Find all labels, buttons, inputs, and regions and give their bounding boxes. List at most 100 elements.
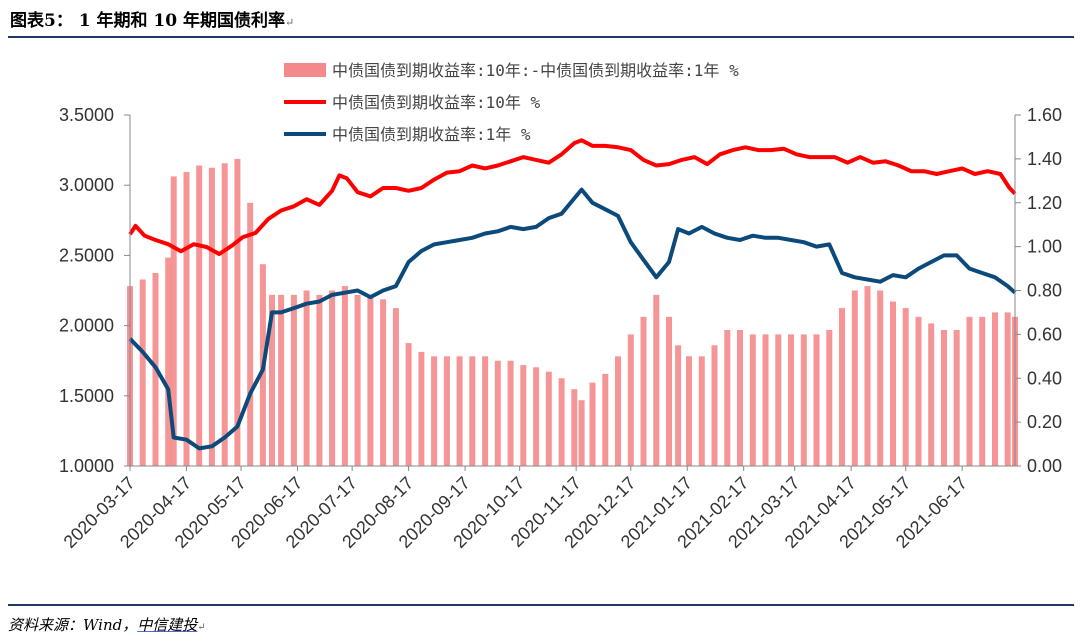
spread-bar	[800, 334, 807, 466]
spread-bar	[431, 356, 438, 466]
paragraph-mark-icon: ↵	[197, 622, 206, 633]
spread-bar	[278, 294, 285, 466]
legend-label: 中债国债到期收益率:10年 %	[332, 93, 541, 112]
spread-bar	[208, 167, 215, 466]
spread-bar	[303, 290, 310, 466]
legend-swatch-spread	[284, 63, 326, 77]
spread-bar	[666, 316, 672, 466]
spread-bars	[127, 158, 1018, 467]
spread-bar	[602, 373, 609, 466]
legend-label: 中债国债到期收益率:1年 %	[332, 125, 531, 144]
spread-bar	[196, 165, 203, 466]
source-note: 资料来源：Wind，中信建投↵	[8, 614, 206, 635]
spread-bar	[711, 345, 718, 466]
source-brand[interactable]: 中信建投	[137, 616, 198, 634]
one-year-yield-line	[128, 187, 1017, 451]
spread-bar	[354, 294, 361, 466]
spread-bar	[494, 360, 501, 466]
spread-bar	[864, 286, 871, 466]
spread-bar	[247, 202, 254, 467]
spread-bar	[392, 308, 399, 466]
spread-bar	[724, 330, 731, 466]
spread-bar	[165, 257, 172, 466]
spread-bar	[341, 286, 348, 466]
spread-bar	[545, 371, 552, 466]
spread-bar	[443, 356, 450, 466]
spread-bar	[686, 356, 692, 466]
spread-bar	[558, 378, 565, 467]
spread-bar	[737, 330, 743, 466]
series-lines	[128, 138, 1017, 451]
spread-bar	[928, 323, 935, 466]
spread-bar	[589, 382, 596, 466]
spread-bar	[1004, 312, 1011, 466]
spread-bar	[813, 334, 820, 466]
spread-bar	[520, 365, 527, 466]
y-right-tick-label: 0.00	[1027, 456, 1062, 476]
spread-bar	[640, 316, 647, 466]
spread-bar	[170, 176, 177, 466]
spread-bar	[221, 163, 228, 467]
spread-bar	[290, 294, 297, 466]
spread-bar	[839, 308, 845, 466]
spread-bar	[762, 334, 769, 466]
spread-bar	[675, 345, 682, 466]
rates-chart: 3.5000 3.0000 2.5000 2.0000 1.5000 1.0000 1.60…	[59, 61, 1062, 552]
y-right-tick-label: 1.40	[1027, 149, 1062, 169]
spread-bar	[329, 290, 336, 466]
spread-bar	[269, 294, 275, 466]
spread-bar	[877, 290, 884, 466]
spread-bar	[615, 356, 621, 466]
y-left-tick-label: 3.5000	[59, 105, 114, 125]
spread-bar	[915, 316, 922, 466]
spread-bar	[941, 330, 947, 466]
spread-bar	[627, 334, 634, 466]
y-right-tick-label: 0.40	[1027, 368, 1062, 388]
spread-bar	[183, 172, 190, 466]
spread-bar	[698, 356, 705, 466]
y-right-tick-label: 1.20	[1027, 193, 1062, 213]
y-left-tick-label: 2.0000	[59, 316, 114, 336]
top-rule	[8, 36, 1074, 38]
legend-label: 中债国债到期收益率:10年:-中债国债到期收益率:1年 %	[332, 61, 739, 80]
y-right-tick-label: 1.60	[1027, 105, 1062, 125]
paragraph-mark-icon: ↵	[285, 16, 295, 29]
ten-year-yield-line	[128, 138, 1017, 256]
spread-bar	[367, 294, 374, 466]
y-right-tick-label: 1.00	[1027, 237, 1062, 257]
y-right-tick-label: 0.80	[1027, 281, 1062, 301]
figure-title-text: 图表5： 1 年期和 10 年期国债利率	[10, 11, 285, 31]
spread-bar	[405, 343, 412, 466]
spread-bar	[578, 400, 585, 466]
spread-bar	[507, 360, 514, 466]
spread-bar	[953, 330, 960, 466]
spread-bar	[890, 301, 896, 466]
spread-bar	[992, 312, 998, 466]
y-right-tick-label: 0.60	[1027, 324, 1062, 344]
spread-bar	[316, 294, 323, 466]
spread-bar	[234, 158, 241, 466]
spread-bar	[482, 356, 489, 466]
y-left-tick-label: 2.5000	[59, 245, 114, 265]
figure-title: 图表5： 1 年期和 10 年期国债利率↵	[10, 6, 294, 31]
source-text: 资料来源：Wind，	[8, 616, 138, 634]
spread-bar	[851, 290, 858, 466]
spread-bar	[469, 356, 476, 466]
spread-bar	[571, 389, 578, 466]
spread-bar	[979, 316, 986, 466]
bottom-rule	[8, 604, 1074, 606]
spread-bar	[749, 334, 756, 466]
spread-bar	[418, 351, 425, 466]
legend: 中债国债到期收益率:10年:-中债国债到期收益率:1年 % 中债国债到期收益率:1…	[284, 61, 739, 144]
spread-bar	[139, 279, 146, 466]
spread-bar	[966, 316, 973, 466]
spread-bar	[653, 294, 660, 466]
y-right-tick-label: 0.20	[1027, 412, 1062, 432]
y-left-tick-label: 3.0000	[59, 175, 114, 195]
spread-bar	[826, 330, 833, 466]
spread-bar	[456, 356, 463, 466]
spread-bar	[380, 299, 387, 466]
spread-bar	[533, 367, 540, 466]
spread-bar	[775, 334, 782, 466]
y-left-tick-label: 1.0000	[59, 456, 114, 476]
